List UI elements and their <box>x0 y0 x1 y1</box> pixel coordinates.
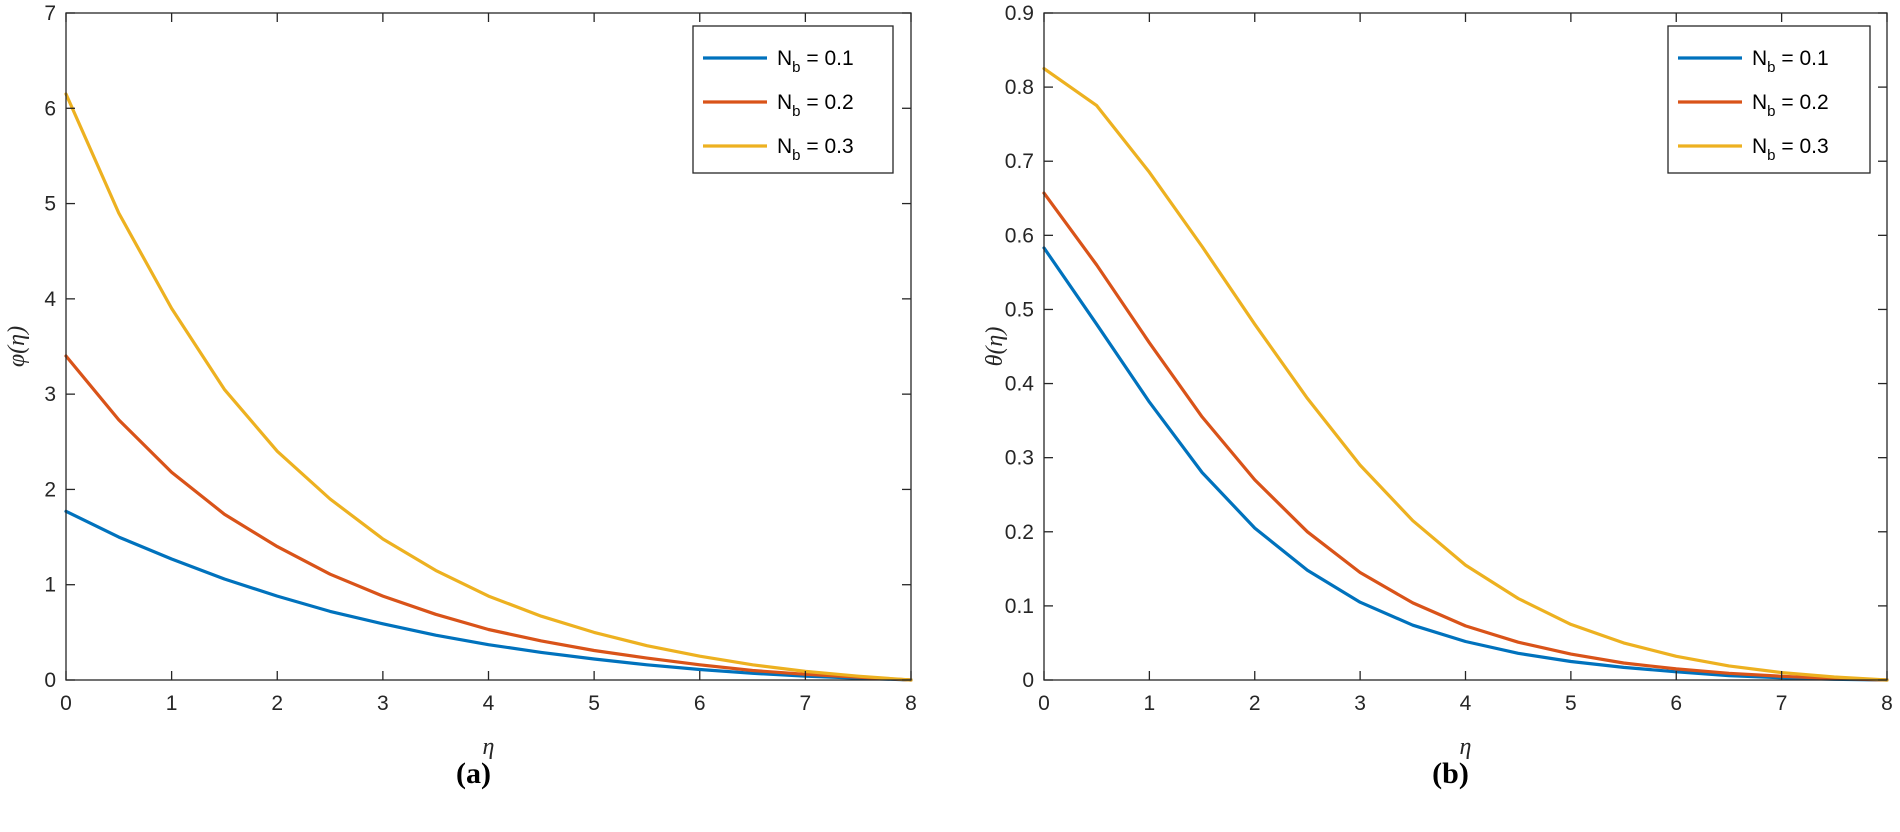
y-axis-label: θ(η) <box>982 327 1008 367</box>
x-tick-label: 2 <box>271 692 283 715</box>
x-tick-label: 1 <box>1144 692 1156 715</box>
legend-box <box>692 25 894 174</box>
legend-value: = 0.3 <box>1776 135 1829 158</box>
y-tick-label: 3 <box>44 383 56 406</box>
legend: Nb = 0.1Nb = 0.2Nb = 0.3 <box>692 25 894 174</box>
series-line-b-2 <box>1042 191 1889 682</box>
y-tick-label: 2 <box>44 478 56 501</box>
series-line-a-1 <box>64 509 913 682</box>
legend-symbol: N <box>777 135 792 158</box>
x-tick-label: 2 <box>1249 692 1261 715</box>
y-tick-label: 0.2 <box>1005 521 1034 544</box>
legend-symbol: N <box>777 91 792 114</box>
legend-entry-1: Nb = 0.1 <box>1752 47 1829 76</box>
x-axis-label: η <box>1460 734 1472 760</box>
y-tick-label: 0 <box>1022 669 1034 692</box>
legend-value: = 0.1 <box>1776 47 1829 70</box>
x-tick-label: 6 <box>1670 692 1682 715</box>
y-tick-label: 0.1 <box>1005 595 1034 618</box>
legend-entry-3: Nb = 0.3 <box>1752 135 1829 164</box>
x-tick-label: 3 <box>1354 692 1366 715</box>
legend-subscript: b <box>1767 59 1775 76</box>
legend-value: = 0.2 <box>1776 91 1829 114</box>
legend-value: = 0.2 <box>801 91 854 114</box>
x-tick-label: 0 <box>1038 692 1050 715</box>
x-tick-label: 4 <box>1460 692 1472 715</box>
x-axis-label: η <box>483 734 495 760</box>
y-tick-label: 6 <box>44 97 56 120</box>
legend-symbol: N <box>1752 135 1767 158</box>
y-tick-label: 1 <box>44 574 56 597</box>
y-tick-label: 7 <box>44 2 56 25</box>
x-tick-label: 1 <box>166 692 178 715</box>
legend-box <box>1667 25 1871 174</box>
legend-value: = 0.3 <box>801 135 854 158</box>
x-tick-label: 7 <box>1776 692 1788 715</box>
x-tick-label: 4 <box>483 692 495 715</box>
series-line-b-1 <box>1042 246 1889 682</box>
x-tick-label: 6 <box>694 692 706 715</box>
legend-symbol: N <box>777 47 792 70</box>
legend-entry-2: Nb = 0.2 <box>1752 91 1829 120</box>
y-axis-label: φ(η) <box>4 326 30 367</box>
y-tick-label: 0.6 <box>1005 224 1034 247</box>
series-line-a-3 <box>64 92 913 682</box>
x-tick-label: 7 <box>800 692 812 715</box>
legend-entry-3: Nb = 0.3 <box>777 135 854 164</box>
legend-entry-2: Nb = 0.2 <box>777 91 854 120</box>
legend-subscript: b <box>792 147 800 164</box>
y-tick-label: 0.8 <box>1005 76 1034 99</box>
legend: Nb = 0.1Nb = 0.2Nb = 0.3 <box>1667 25 1871 174</box>
series-line-a-2 <box>64 354 913 682</box>
y-tick-label: 4 <box>44 288 56 311</box>
y-tick-label: 0.9 <box>1005 2 1034 25</box>
x-tick-label: 5 <box>588 692 600 715</box>
panel-caption: (a) <box>456 757 491 790</box>
legend-value: = 0.1 <box>801 47 854 70</box>
series-line-b-3 <box>1042 66 1889 682</box>
y-tick-label: 5 <box>44 193 56 216</box>
legend-subscript: b <box>792 59 800 76</box>
legend-subscript: b <box>792 103 800 120</box>
panel-caption: (b) <box>1432 757 1469 790</box>
legend-symbol: N <box>1752 91 1767 114</box>
y-tick-label: 0.5 <box>1005 298 1034 321</box>
x-tick-label: 8 <box>905 692 917 715</box>
y-tick-label: 0 <box>44 669 56 692</box>
legend-subscript: b <box>1767 103 1775 120</box>
y-tick-label: 0.4 <box>1005 373 1035 396</box>
x-tick-label: 5 <box>1565 692 1577 715</box>
x-tick-label: 8 <box>1881 692 1893 715</box>
x-tick-label: 0 <box>60 692 72 715</box>
x-tick-label: 3 <box>377 692 389 715</box>
legend-subscript: b <box>1767 147 1775 164</box>
legend-symbol: N <box>1752 47 1767 70</box>
y-tick-label: 0.7 <box>1005 150 1034 173</box>
y-tick-label: 0.3 <box>1005 447 1034 470</box>
legend-entry-1: Nb = 0.1 <box>777 47 854 76</box>
chart-panel-b: 0 1 2 3 4 5 6 7 8 0 0.1 0.2 0.3 0.4 0.5 0.6 0.7 0.8 0.9 η θ(… <box>982 2 1893 790</box>
